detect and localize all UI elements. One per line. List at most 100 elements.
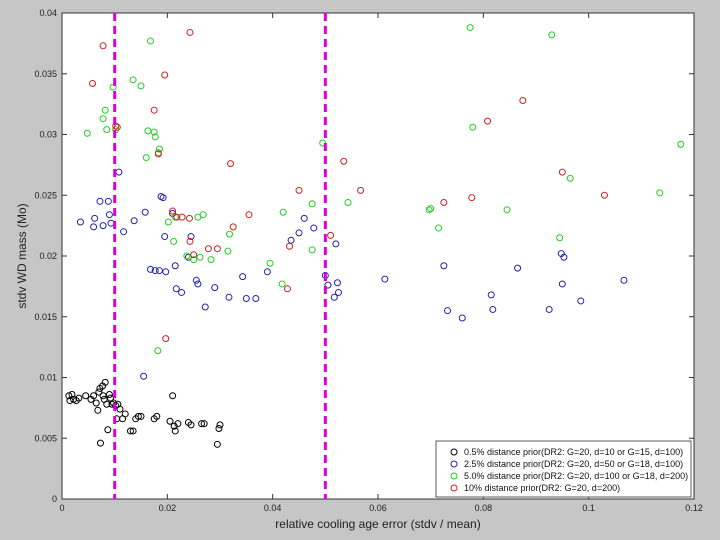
data-point-series-0 [169, 392, 177, 400]
legend-entry-0: 0.5% distance prior(DR2: G=20, d=10 or G… [464, 447, 683, 457]
legend-entry-1: 2.5% distance prior(DR2: G=20, d=50 or G… [464, 459, 683, 469]
data-point-series-0 [95, 388, 103, 396]
data-point-series-1 [263, 268, 271, 276]
data-point-series-2 [225, 230, 233, 238]
data-point-series-3 [286, 242, 294, 250]
data-point-series-2 [155, 145, 163, 153]
data-point-series-0 [104, 426, 112, 434]
data-point-series-0 [126, 427, 134, 435]
data-point-series-3 [295, 186, 303, 194]
data-point-series-1 [161, 233, 169, 241]
reference-lines [113, 13, 327, 499]
data-point-series-3 [213, 245, 221, 253]
data-point-series-0 [101, 378, 109, 386]
data-point-series-0 [90, 392, 98, 400]
data-point-series-2 [308, 246, 316, 254]
data-point-series-3 [99, 42, 107, 50]
y-tick-label: 0.04 [39, 8, 57, 18]
data-point-series-1 [335, 288, 342, 296]
data-point-series-3 [229, 223, 237, 231]
data-point-series-3 [283, 285, 291, 293]
data-point-series-0 [137, 412, 145, 420]
x-tick-label: 0.04 [264, 503, 282, 513]
legend-entry-3: 10% distance prior(DR2: G=20, d=200) [464, 483, 620, 493]
data-point-series-2 [137, 82, 145, 90]
data-point-series-1 [130, 217, 138, 225]
data-point-series-0 [187, 421, 195, 429]
data-point-series-0 [170, 422, 178, 430]
data-point-series-1 [310, 224, 318, 232]
data-point-series-3 [340, 157, 348, 165]
legend: 0.5% distance prior(DR2: G=20, d=10 or G… [435, 440, 692, 498]
data-point-series-2 [129, 76, 137, 84]
data-point-series-0 [99, 392, 107, 400]
data-point-series-3 [484, 117, 492, 125]
data-point-series-1 [140, 372, 148, 380]
data-point-series-0 [134, 412, 142, 420]
data-point-series-3 [154, 150, 162, 158]
data-point-series-0 [174, 420, 182, 428]
x-tick-label: 0.08 [475, 503, 493, 513]
data-point-series-1 [178, 288, 186, 296]
data-point-series-1 [104, 197, 112, 205]
data-point-series-0 [75, 394, 83, 402]
x-tick-label: 0 [59, 503, 64, 513]
data-point-series-0 [166, 417, 174, 425]
data-point-series-0 [92, 399, 100, 407]
data-point-series-3 [178, 213, 186, 221]
data-point-series-2 [146, 37, 154, 45]
data-point-series-3 [186, 28, 194, 36]
data-point-series-1 [295, 229, 303, 237]
data-point-series-1 [76, 218, 84, 226]
data-point-series-2 [503, 206, 511, 214]
data-point-series-2 [435, 224, 443, 232]
data-point-series-2 [677, 140, 685, 148]
data-point-series-0 [216, 421, 224, 429]
data-point-series-3 [161, 71, 169, 79]
y-axis-label: stdv WD mass (Mo) [15, 203, 29, 308]
data-point-series-3 [327, 231, 335, 239]
data-point-series-2 [656, 189, 664, 197]
data-point-series-3 [468, 194, 476, 202]
data-point-series-0 [215, 425, 223, 433]
data-point-series-1 [333, 279, 341, 287]
data-point-series-0 [65, 392, 73, 400]
x-axis-label: relative cooling age error (stdv / mean) [275, 517, 480, 531]
data-point-series-1 [514, 264, 522, 272]
data-point-series-3 [186, 237, 194, 245]
data-point-series-1 [194, 280, 202, 288]
data-point-series-2 [154, 347, 162, 355]
data-point-series-2 [344, 199, 352, 207]
data-point-series-1 [620, 276, 628, 284]
data-point-series-2 [150, 128, 158, 136]
data-point-series-2 [103, 126, 111, 134]
legend-box [435, 440, 692, 498]
data-point-series-1 [99, 222, 107, 230]
data-point-series-3 [173, 213, 181, 221]
data-point-series-3 [204, 245, 212, 253]
data-point-series-3 [227, 160, 235, 168]
data-point-series-0 [153, 412, 161, 420]
legend-marker-3 [450, 484, 458, 492]
data-point-series-1 [141, 208, 149, 216]
data-point-series-3 [519, 96, 527, 104]
data-point-series-0 [68, 391, 76, 399]
data-point-series-1 [444, 307, 452, 315]
data-point-series-1 [242, 295, 250, 303]
data-point-series-1 [330, 293, 338, 301]
data-point-series-3 [558, 168, 566, 176]
data-point-series-1 [162, 268, 170, 276]
data-points [65, 24, 685, 448]
data-point-series-3 [190, 251, 198, 259]
data-point-series-1 [324, 281, 332, 289]
data-point-series-1 [192, 276, 200, 284]
data-point-series-0 [129, 427, 137, 435]
data-point-series-1 [172, 285, 180, 293]
data-point-series-0 [94, 406, 102, 414]
data-point-series-3 [162, 335, 170, 343]
data-point-series-1 [155, 267, 163, 275]
data-point-series-2 [144, 127, 152, 135]
data-point-series-3 [185, 214, 193, 222]
data-point-series-1 [96, 197, 104, 205]
